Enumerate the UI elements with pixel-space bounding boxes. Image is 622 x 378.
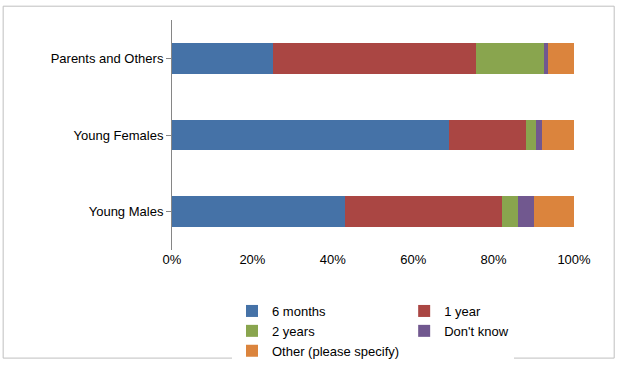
svg-text:100%: 100% (557, 252, 591, 267)
svg-text:0%: 0% (163, 252, 182, 267)
svg-text:80%: 80% (481, 252, 507, 267)
svg-text:2 years: 2 years (272, 324, 315, 339)
svg-text:6 months: 6 months (272, 304, 326, 319)
svg-text:60%: 60% (400, 252, 426, 267)
svg-text:Young Females: Young Females (74, 128, 164, 143)
svg-text:Don't know: Don't know (444, 324, 509, 339)
svg-text:Parents and Others: Parents and Others (51, 51, 164, 66)
svg-text:20%: 20% (239, 252, 265, 267)
svg-text:1 year: 1 year (444, 304, 481, 319)
svg-text:40%: 40% (320, 252, 346, 267)
svg-text:Young Males: Young Males (89, 204, 164, 219)
svg-text:Other (please specify): Other (please specify) (272, 344, 399, 359)
